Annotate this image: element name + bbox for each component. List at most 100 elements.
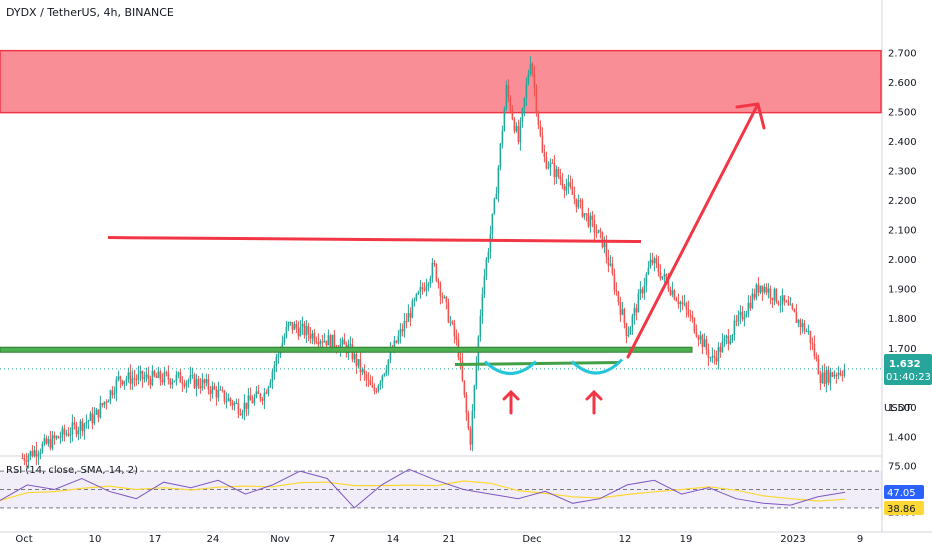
candle-body bbox=[361, 369, 364, 373]
candle-body bbox=[683, 303, 686, 305]
candle-body bbox=[313, 333, 316, 342]
candle-body bbox=[603, 243, 606, 248]
candle-body bbox=[113, 393, 116, 395]
candle-body bbox=[285, 327, 288, 337]
candle-body bbox=[653, 258, 656, 264]
candle-body bbox=[639, 289, 642, 294]
candle-body bbox=[307, 326, 310, 335]
candle-body bbox=[599, 229, 602, 232]
price-tick-label: 2.700 bbox=[888, 49, 917, 60]
candle-body bbox=[163, 372, 166, 383]
candle-body bbox=[679, 302, 682, 305]
candle-body bbox=[571, 187, 574, 195]
candle-body bbox=[187, 380, 190, 383]
candle-body bbox=[207, 378, 210, 390]
candle-body bbox=[29, 451, 32, 456]
candle-body bbox=[521, 108, 524, 122]
candle-body bbox=[589, 215, 592, 227]
candle-body bbox=[65, 433, 68, 435]
candle-body bbox=[379, 382, 382, 386]
candle-body bbox=[819, 374, 822, 384]
candle-body bbox=[833, 374, 836, 377]
candle-body bbox=[375, 391, 378, 393]
candle-body bbox=[327, 335, 330, 346]
candle-body bbox=[611, 263, 614, 274]
candle-body bbox=[43, 438, 46, 445]
candle-body bbox=[567, 182, 570, 187]
candle-body bbox=[181, 382, 184, 385]
time-tick-label: 17 bbox=[149, 534, 162, 545]
candle-body bbox=[189, 375, 192, 381]
candle-body bbox=[777, 302, 780, 305]
candle-body bbox=[193, 374, 196, 388]
candle-body bbox=[595, 232, 598, 234]
candle-body bbox=[405, 321, 408, 323]
rsi-tick-label: 75.00 bbox=[888, 462, 917, 473]
candle-body bbox=[473, 385, 476, 411]
candle-body bbox=[179, 372, 182, 383]
candle-body bbox=[635, 308, 638, 313]
time-tick-label: 24 bbox=[207, 534, 220, 545]
resistance-zone bbox=[0, 49, 882, 114]
candle-body bbox=[395, 340, 398, 343]
candle-body bbox=[661, 276, 664, 279]
support-line bbox=[0, 346, 693, 353]
candle-body bbox=[271, 371, 274, 382]
candle-body bbox=[469, 428, 472, 445]
candle-body bbox=[127, 372, 130, 380]
candle-body bbox=[547, 167, 550, 169]
price-tick-label: 1.700 bbox=[888, 344, 917, 355]
candle-body bbox=[137, 374, 140, 380]
candle-body bbox=[329, 335, 332, 349]
candle-body bbox=[543, 152, 546, 158]
candle-body bbox=[265, 392, 268, 394]
candle-body bbox=[323, 340, 326, 343]
price-tick-label: 2.600 bbox=[888, 78, 917, 89]
candle-body bbox=[363, 369, 366, 374]
candle-body bbox=[593, 219, 596, 233]
candle-body bbox=[523, 97, 526, 109]
last-price-badge bbox=[884, 354, 932, 385]
candle-body bbox=[641, 289, 644, 294]
candle-body bbox=[341, 339, 344, 345]
candle-body bbox=[53, 435, 56, 439]
candle-body bbox=[133, 378, 136, 380]
candle-body bbox=[677, 301, 680, 305]
candle-body bbox=[201, 379, 204, 389]
candle-body bbox=[609, 263, 612, 266]
symbol-title: DYDX / TetherUS, 4h, BINANCE bbox=[6, 6, 174, 19]
candle-body bbox=[813, 344, 816, 357]
candle-body bbox=[243, 402, 246, 413]
candle-body bbox=[649, 259, 652, 268]
candle-body bbox=[185, 382, 188, 387]
candle-body bbox=[531, 63, 534, 74]
candle-body bbox=[331, 334, 334, 349]
candle-body bbox=[21, 457, 24, 459]
rsi-line bbox=[0, 468, 846, 509]
candle-body bbox=[423, 288, 426, 291]
candle-body bbox=[721, 341, 724, 353]
candle-body bbox=[101, 403, 104, 405]
candle-body bbox=[669, 289, 672, 295]
candle-body bbox=[481, 294, 484, 316]
candle-body bbox=[277, 354, 280, 357]
candle-body bbox=[419, 287, 422, 292]
candle-body bbox=[397, 335, 400, 343]
candle-body bbox=[35, 450, 38, 457]
candle-body bbox=[411, 300, 414, 318]
candle-body bbox=[665, 274, 668, 281]
candle-body bbox=[799, 319, 802, 328]
candle-body bbox=[165, 372, 168, 374]
price-tick-label: 1.400 bbox=[888, 432, 917, 443]
candle-body bbox=[731, 334, 734, 341]
candle-body bbox=[671, 290, 674, 295]
candle-body bbox=[797, 319, 800, 323]
candle-body bbox=[255, 391, 258, 398]
candle-body bbox=[81, 421, 84, 432]
candle-body bbox=[139, 371, 142, 375]
time-tick-label: Dec bbox=[522, 534, 541, 545]
candle-body bbox=[775, 288, 778, 303]
candle-body bbox=[441, 295, 444, 298]
